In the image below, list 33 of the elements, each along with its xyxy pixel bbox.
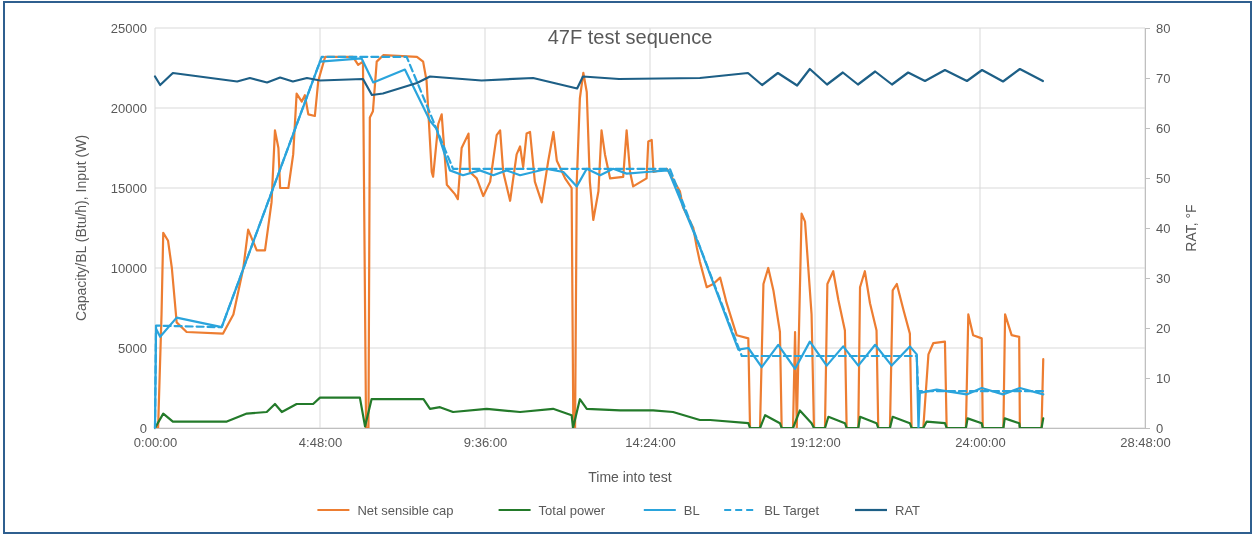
legend-label: BL Target [764,502,820,518]
y-tick-label: 5000 [118,340,147,356]
legend-label: Total power [538,502,606,518]
y2-tick-label: 70 [1156,70,1171,86]
line-series [153,67,1045,97]
legend-label: Net sensible cap [357,502,454,518]
y2-tick-label: 40 [1156,220,1171,236]
y2-tick-label: 50 [1156,170,1171,186]
x-tick-label: 14:24:00 [625,435,676,451]
y2-tick-label: 10 [1156,370,1171,386]
x-axis-title: Time into test [588,469,672,485]
y2-tick-label: 60 [1156,120,1171,136]
legend-label: RAT [895,502,921,518]
y-tick-label: 0 [139,420,147,436]
y2-tick-label: 0 [1156,420,1164,436]
y2-tick-label: 80 [1156,20,1171,36]
legend-label: BL [683,502,700,518]
y2-axis-title: RAT, °F [1183,204,1199,252]
chart-title: 47F test sequence [547,26,713,48]
y-tick-label: 10000 [110,260,147,276]
y-tick-label: 20000 [110,100,147,116]
x-tick-label: 0:00:00 [133,435,178,451]
y-axis-title: Capacity/BL (Btu/h), Input (W) [73,134,89,322]
x-tick-label: 28:48:00 [1120,435,1171,451]
y2-tick-label: 20 [1156,320,1171,336]
y-tick-label: 15000 [110,180,147,196]
x-tick-label: 24:00:00 [955,435,1006,451]
line-series [153,396,1045,430]
x-tick-label: 4:48:00 [298,435,343,451]
y2-tick-label: 30 [1156,270,1171,286]
x-tick-label: 19:12:00 [790,435,841,451]
y-tick-label: 25000 [110,20,147,36]
x-tick-label: 9:36:00 [463,435,508,451]
